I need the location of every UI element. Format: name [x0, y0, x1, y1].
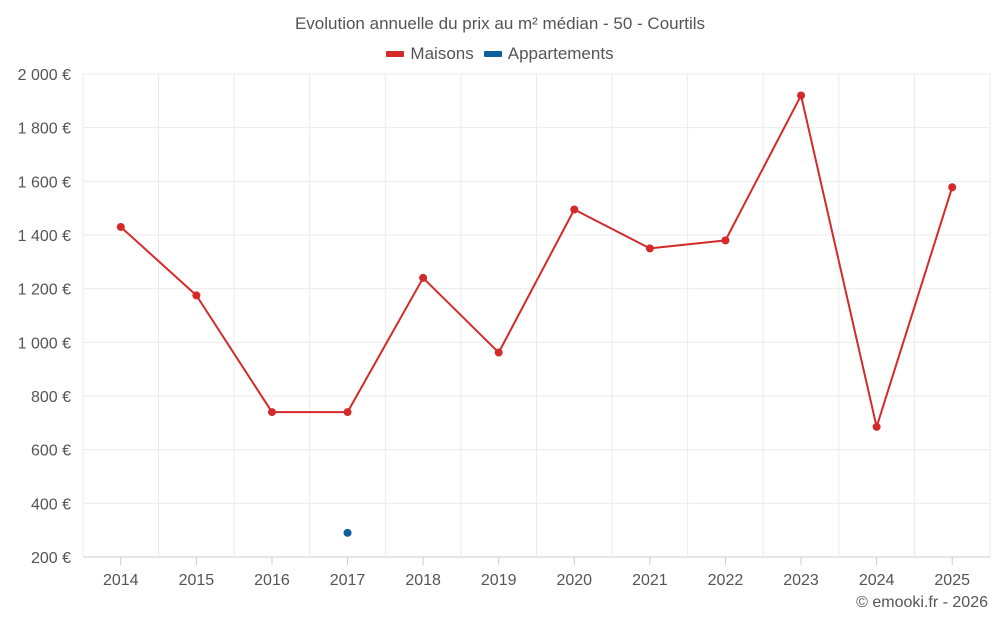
data-point-maisons: [419, 273, 428, 282]
footer-credit: © emooki.fr - 2026: [856, 594, 988, 611]
x-tick-label: 2018: [405, 572, 441, 589]
data-point-maisons: [570, 205, 579, 214]
x-tick-label: 2019: [481, 572, 517, 589]
legend-item-maisons[interactable]: Maisons: [386, 44, 474, 64]
x-tick-label: 2017: [330, 572, 366, 589]
data-point-appartements: [343, 528, 352, 537]
data-point-maisons: [872, 422, 881, 431]
y-tick-label: 1 400 €: [18, 228, 71, 245]
x-tick-label: 2014: [103, 572, 139, 589]
legend-item-appartements[interactable]: Appartements: [483, 44, 614, 64]
x-tick-label: 2015: [179, 572, 215, 589]
x-tick-label: 2016: [254, 572, 290, 589]
data-point-maisons: [797, 91, 806, 100]
legend-label-appartements: Appartements: [507, 44, 614, 63]
data-point-maisons: [494, 348, 503, 357]
y-tick-label: 1 000 €: [18, 335, 71, 352]
y-tick-label: 800 €: [31, 389, 71, 406]
chart-legend: Maisons Appartements: [0, 44, 1000, 64]
x-tick-label: 2024: [859, 572, 895, 589]
x-tick-label: 2022: [708, 572, 744, 589]
data-point-maisons: [267, 408, 276, 417]
data-point-maisons: [192, 291, 201, 300]
data-point-maisons: [721, 236, 730, 245]
y-tick-label: 1 600 €: [18, 174, 71, 191]
y-tick-label: 1 200 €: [18, 282, 71, 299]
legend-label-maisons: Maisons: [410, 44, 474, 63]
data-point-maisons: [116, 222, 125, 231]
y-tick-label: 400 €: [31, 496, 71, 513]
data-point-maisons: [645, 244, 654, 253]
x-tick-label: 2025: [934, 572, 970, 589]
legend-swatch-maisons: [386, 51, 405, 57]
data-point-maisons: [948, 183, 957, 192]
legend-swatch-appartements: [483, 51, 502, 57]
series-line-maisons: [120, 94, 954, 428]
x-tick-label: 2023: [783, 572, 819, 589]
y-tick-label: 600 €: [31, 443, 71, 460]
y-tick-label: 2 000 €: [18, 67, 71, 84]
y-tick-label: 200 €: [31, 550, 71, 567]
x-tick-label: 2020: [556, 572, 592, 589]
data-point-maisons: [343, 408, 352, 417]
y-tick-label: 1 800 €: [18, 121, 71, 138]
chart-title: Evolution annuelle du prix au m² médian …: [294, 14, 706, 33]
x-tick-label: 2021: [632, 572, 668, 589]
